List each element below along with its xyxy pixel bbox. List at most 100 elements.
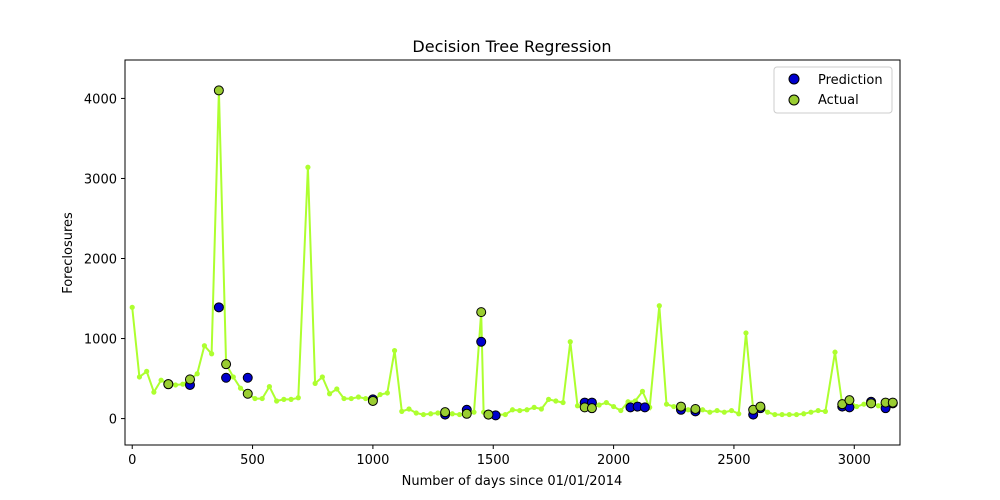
legend-actual-marker (788, 94, 800, 106)
actual-line-point (281, 396, 287, 402)
actual-line-point (875, 403, 881, 409)
actual-line-point (700, 407, 706, 413)
actual-line-point (158, 377, 164, 383)
actual-line-point (406, 406, 412, 412)
actual-line-point (319, 374, 325, 380)
x-axis-label: Number of days since 01/01/2014 (402, 474, 623, 489)
actual-line-point (546, 396, 552, 402)
y-tick-label: 3000 (84, 172, 117, 187)
actual-line-point (517, 407, 523, 414)
actual-line-point (377, 391, 383, 398)
actual-line-point (341, 395, 347, 402)
actual-line-point (326, 391, 333, 397)
actual-line-point (129, 304, 135, 310)
actual-line-point (685, 407, 691, 413)
actual-line-point (274, 398, 280, 404)
actual-line-point (201, 343, 208, 349)
x-tick-label: 500 (240, 453, 265, 468)
actual-line-point (252, 395, 258, 402)
actual-line-point (456, 411, 463, 418)
plot-marks (129, 85, 898, 421)
x-axis: 0 500 1000 1500 2000 2500 3000 (128, 445, 871, 468)
x-tick-label: 0 (128, 453, 136, 468)
actual-line-point (808, 409, 814, 415)
legend-actual-label: Actual (818, 93, 859, 108)
actual-point (586, 403, 597, 414)
prediction-point (242, 372, 253, 383)
actual-line-point (779, 411, 785, 418)
actual-line-point (707, 409, 713, 415)
actual-line-point (743, 330, 749, 336)
actual-line-point (531, 404, 537, 410)
actual-point (440, 407, 451, 418)
x-tick-label: 3000 (838, 453, 871, 468)
actual-line-point (334, 386, 340, 392)
actual-line-point (728, 407, 735, 414)
actual-line-point (736, 411, 742, 417)
y-tick-label: 0 (109, 413, 117, 428)
actual-line-point (413, 410, 419, 416)
y-tick-label: 4000 (84, 92, 117, 107)
actual-line-point (348, 395, 354, 402)
y-tick-label: 1000 (84, 333, 117, 348)
actual-line-point (295, 395, 301, 401)
actual-line-point (194, 371, 200, 377)
actual-line-point (832, 349, 838, 355)
actual-line-point (355, 394, 362, 400)
actual-line-point (618, 407, 624, 414)
y-axis-label: Foreclosures (61, 212, 76, 294)
actual-point (755, 401, 766, 412)
legend-prediction-label: Prediction (818, 73, 883, 88)
actual-line-point (714, 407, 720, 414)
actual-line-point (671, 403, 677, 410)
actual-line-point (435, 410, 441, 416)
prediction-point (639, 402, 650, 413)
actual-line-point (136, 374, 143, 380)
actual-point (887, 397, 898, 408)
actual-line-point (538, 406, 544, 412)
actual-line-point (259, 395, 265, 402)
actual-line-point (391, 347, 398, 354)
actual-point (367, 395, 378, 406)
actual-line-point (312, 380, 318, 386)
actual-line-point (428, 411, 434, 417)
actual-point (866, 398, 877, 409)
actual-line-point (524, 407, 530, 413)
actual-line-point (854, 403, 860, 410)
actual-line-point (656, 303, 662, 309)
actual-point (213, 85, 224, 96)
prediction-point (213, 302, 224, 313)
actual-line-point (822, 408, 828, 414)
actual-line-point (420, 411, 427, 418)
actual-line-point (553, 398, 559, 404)
chart-title: Decision Tree Regression (412, 37, 611, 56)
actual-line-point (151, 389, 157, 395)
actual-line-point (567, 339, 573, 345)
legend: Prediction Actual (773, 66, 893, 114)
actual-line-point (603, 399, 609, 406)
actual-line-point (801, 411, 807, 417)
actual-line-point (266, 383, 273, 390)
actual-line-point (815, 407, 821, 414)
actual-line-point (237, 385, 244, 391)
actual-point (461, 408, 472, 419)
actual-line-point (786, 411, 792, 418)
actual-line-point (793, 411, 800, 418)
actual-point (675, 401, 686, 412)
actual-line-point (721, 409, 727, 415)
actual-line-point (663, 401, 670, 407)
y-axis: 0 1000 2000 3000 4000 (84, 92, 125, 428)
x-tick-label: 1500 (477, 453, 510, 468)
actual-line-point (399, 408, 405, 414)
plot-frame (124, 59, 901, 446)
actual-point (242, 388, 253, 399)
actual-line-point (230, 374, 236, 380)
x-tick-label: 1000 (356, 453, 389, 468)
actual-line-point (449, 411, 455, 417)
y-tick-label: 2000 (84, 253, 117, 268)
prediction-point (476, 336, 487, 347)
actual-point (690, 403, 701, 414)
actual-line-point (471, 409, 477, 415)
actual-line-point (765, 409, 771, 415)
